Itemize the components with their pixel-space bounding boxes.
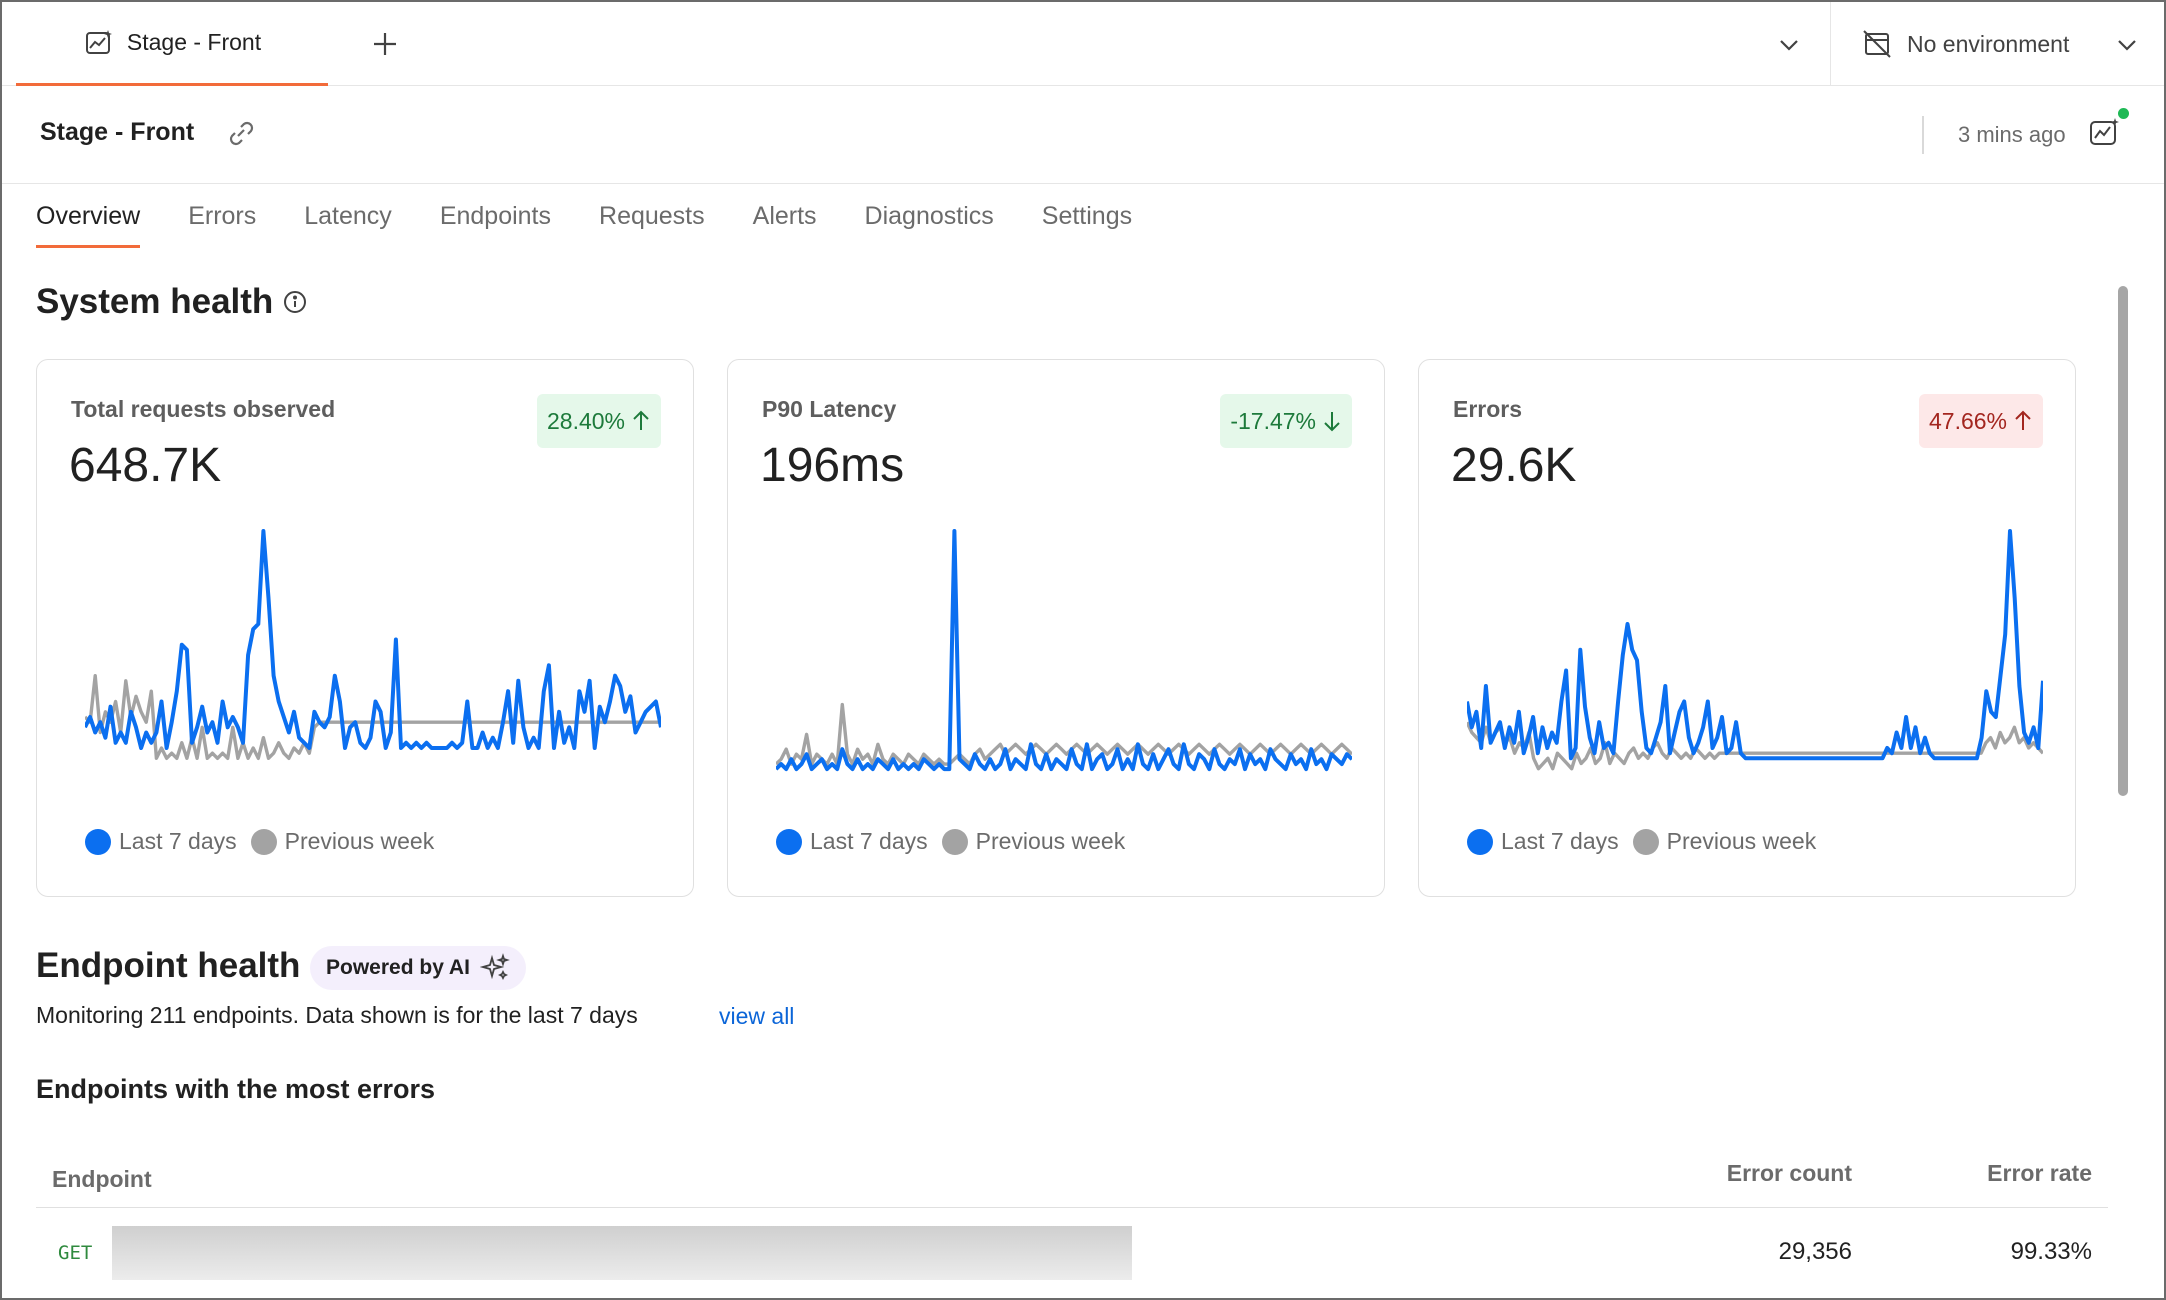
no-environment-icon xyxy=(1863,30,1891,58)
legend-dot-current xyxy=(1467,828,1493,855)
most-errors-heading: Endpoints with the most errors xyxy=(36,1074,436,1104)
change-value: 28.40% xyxy=(546,407,625,434)
section-tabs: Overview Errors Latency Endpoints Reques… xyxy=(36,188,1180,248)
tab-alerts[interactable]: Alerts xyxy=(752,202,817,230)
series-line-last-7-days xyxy=(776,529,1352,772)
table-header: Endpoint Error count Error rate xyxy=(36,1152,2108,1208)
endpoint-health-description: Monitoring 211 endpoints. Data shown is … xyxy=(36,1002,638,1028)
column-endpoint[interactable]: Endpoint xyxy=(52,1166,152,1192)
error-count-cell: 29,356 xyxy=(1778,1238,1852,1265)
page-title: Stage - Front xyxy=(40,118,195,146)
legend-dot-previous xyxy=(941,828,968,855)
legend-current: Last 7 days xyxy=(1501,828,1619,854)
view-all-link[interactable]: view all xyxy=(719,1003,795,1029)
divider xyxy=(1922,116,1924,154)
endpoint-health-title: Endpoint health xyxy=(36,946,301,985)
column-error-rate[interactable]: Error rate xyxy=(1987,1160,2092,1186)
arrow-down-icon xyxy=(1324,412,1340,432)
legend-dot-previous xyxy=(1632,828,1659,855)
requests-chart xyxy=(85,529,661,761)
metric-label: P90 Latency xyxy=(762,396,897,422)
system-health-title: System health xyxy=(36,282,274,321)
change-value: 47.66% xyxy=(1928,407,2007,434)
ai-badge-label: Powered by AI xyxy=(326,956,470,979)
monitor-icon xyxy=(85,29,112,54)
series-line-previous-week xyxy=(776,702,1352,766)
page-header: Stage - Front 3 mins ago xyxy=(2,86,2164,184)
metric-label: Total requests observed xyxy=(71,396,336,422)
legend-current: Last 7 days xyxy=(119,828,237,854)
legend-current: Last 7 days xyxy=(810,828,928,854)
new-tab-button[interactable] xyxy=(367,26,403,62)
legend-previous: Previous week xyxy=(975,828,1126,854)
change-badge: 47.66% xyxy=(1918,394,2043,448)
series-line-last-7-days xyxy=(1467,529,2043,761)
chart-legend: Last 7 days Previous week xyxy=(776,828,1125,855)
table-row[interactable]: GET 29,356 99.33% xyxy=(36,1212,2108,1298)
change-value: -17.47% xyxy=(1230,407,1316,434)
legend-previous: Previous week xyxy=(1666,828,1817,854)
last-updated: 3 mins ago xyxy=(1958,122,2066,147)
tab-requests[interactable]: Requests xyxy=(599,202,705,230)
link-icon[interactable] xyxy=(224,116,258,150)
chart-legend: Last 7 days Previous week xyxy=(1467,828,1816,855)
legend-dot-current xyxy=(776,828,802,855)
endpoint-path-redacted xyxy=(112,1226,1132,1280)
tab-latency[interactable]: Latency xyxy=(304,202,392,230)
series-line-last-7-days xyxy=(85,529,661,750)
metric-value: 29.6K xyxy=(1451,439,1577,492)
tab-endpoints[interactable]: Endpoints xyxy=(439,202,552,230)
metric-card-requests: Total requests observed 648.7K 28.40% La… xyxy=(36,359,694,897)
environment-label: No environment xyxy=(1907,30,2070,57)
system-health-heading: System health xyxy=(36,282,307,322)
arrow-up-icon xyxy=(633,410,649,430)
tab-errors[interactable]: Errors xyxy=(188,202,257,230)
legend-previous: Previous week xyxy=(284,828,435,854)
http-method: GET xyxy=(58,1242,93,1264)
latency-chart xyxy=(776,529,1352,772)
metric-card-latency: P90 Latency 196ms -17.47% Last 7 days Pr… xyxy=(727,359,1385,897)
arrow-up-icon xyxy=(2015,410,2031,430)
column-error-count[interactable]: Error count xyxy=(1726,1160,1852,1186)
change-badge: 28.40% xyxy=(536,394,661,448)
series-line-previous-week xyxy=(1467,721,2043,771)
powered-by-ai-badge: Powered by AI xyxy=(310,946,526,990)
tab-stage-front[interactable]: Stage - Front xyxy=(16,2,328,86)
info-icon[interactable] xyxy=(283,290,307,314)
legend-dot-current xyxy=(85,828,111,855)
metric-card-errors: Errors 29.6K 47.66% Last 7 days Previous… xyxy=(1418,359,2076,897)
live-status-dot xyxy=(2118,108,2129,119)
scrollbar-thumb[interactable] xyxy=(2118,286,2128,796)
metric-value: 196ms xyxy=(760,439,905,492)
chevron-down-icon[interactable] xyxy=(1774,30,1804,60)
error-rate-cell: 99.33% xyxy=(2010,1238,2092,1265)
tab-label: Stage - Front xyxy=(126,29,262,55)
change-badge: -17.47% xyxy=(1220,394,1352,448)
chart-legend: Last 7 days Previous week xyxy=(85,828,434,855)
errors-chart xyxy=(1467,529,2043,771)
tab-diagnostics[interactable]: Diagnostics xyxy=(864,202,994,230)
legend-dot-previous xyxy=(250,828,277,855)
tab-overview[interactable]: Overview xyxy=(36,188,141,248)
metric-value: 648.7K xyxy=(69,439,222,492)
tab-settings[interactable]: Settings xyxy=(1041,202,1133,230)
environment-selector[interactable]: No environment xyxy=(1830,2,2164,86)
metric-label: Errors xyxy=(1453,396,1523,422)
sparkle-icon xyxy=(479,953,510,981)
monitor-status-icon[interactable] xyxy=(2086,114,2124,152)
chevron-down-icon xyxy=(2118,40,2136,51)
plus-icon xyxy=(374,33,396,55)
tab-bar: Stage - Front No environment xyxy=(2,2,2164,86)
